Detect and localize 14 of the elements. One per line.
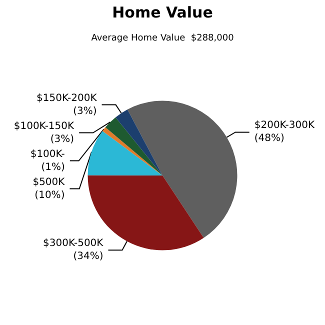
- slice-label: $100K-150K: [14, 120, 75, 132]
- slice-label: $200K-300K: [254, 120, 316, 132]
- data-label: (34%): [73, 251, 104, 262]
- data-label: (3%): [50, 134, 74, 145]
- slice-label: $300K-500K: [43, 238, 104, 250]
- slice-label: $150K-200K: [36, 92, 98, 104]
- chart-title: Home Value: [112, 4, 213, 22]
- data-label: (10%): [34, 190, 65, 201]
- slice-label: $100K-: [30, 148, 66, 160]
- data-label: (48%): [254, 133, 284, 144]
- chart-subtitle: Average Home Value $288,000: [91, 34, 234, 44]
- data-label: (3%): [73, 106, 97, 117]
- data-label: (1%): [41, 162, 65, 173]
- slice-label: $500K: [32, 176, 66, 188]
